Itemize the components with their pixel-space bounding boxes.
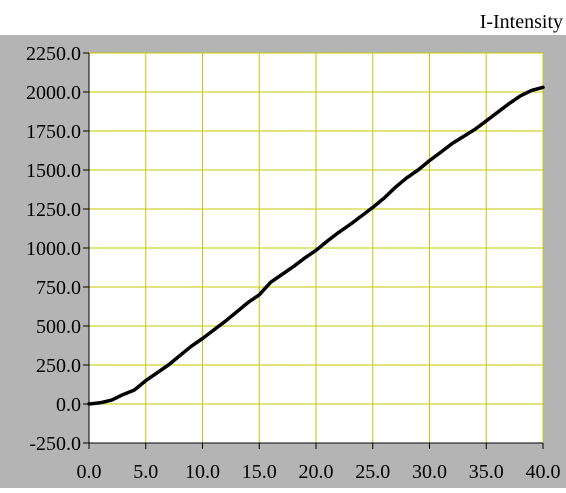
data-point [314, 249, 318, 252]
data-point [178, 354, 181, 357]
data-point [87, 402, 91, 406]
y-tick-label: 1500.0 [26, 160, 81, 182]
data-point [280, 273, 284, 276]
data-point [155, 371, 159, 374]
y-tick-label: 1000.0 [26, 238, 81, 260]
x-tick-label: 30.0 [412, 461, 447, 483]
data-point [212, 328, 216, 332]
series-layer [87, 85, 545, 406]
x-tick-label: 5.0 [133, 461, 158, 483]
data-point [110, 398, 113, 402]
data-point [371, 206, 374, 209]
data-point [303, 256, 306, 260]
data-point [201, 337, 204, 340]
x-tick-label: 10.0 [185, 461, 220, 483]
data-point [519, 94, 522, 98]
data-point [382, 196, 386, 200]
data-point [507, 102, 511, 105]
data-point [337, 231, 340, 234]
axes: 0.0 5.0 10.0 15.0 20.0 25.0 30.0 35.0 40.0 -250.0… [26, 43, 561, 483]
data-point [541, 86, 545, 89]
x-tick-label: 15.0 [242, 461, 277, 483]
data-point [269, 281, 272, 284]
x-tick-label: 25.0 [355, 461, 390, 483]
data-point [416, 168, 420, 172]
y-tick-label: 2250.0 [26, 43, 81, 65]
data-point [428, 159, 431, 162]
data-point [405, 176, 408, 179]
data-point [292, 265, 295, 268]
y-tick-label: -250.0 [29, 433, 81, 455]
data-point [530, 89, 533, 92]
data-point [133, 388, 136, 392]
x-tick-label: 0.0 [77, 461, 102, 483]
y-tick-label: 1250.0 [26, 199, 81, 221]
data-point [394, 185, 397, 189]
data-point [121, 393, 125, 396]
data-point [99, 401, 102, 404]
x-tick-label: 35.0 [469, 461, 504, 483]
data-point [144, 379, 147, 382]
data-point [496, 111, 499, 114]
data-point [258, 293, 261, 296]
data-point [439, 150, 443, 154]
x-tick-label: 40.0 [526, 461, 561, 483]
data-point [473, 128, 477, 131]
data-point [189, 345, 193, 348]
data-point [451, 142, 454, 145]
data-point [462, 135, 465, 138]
data-point [348, 223, 352, 226]
y-tick-label: 750.0 [36, 277, 81, 299]
y-tick-label: 500.0 [36, 316, 81, 338]
x-tick-label: 20.0 [299, 461, 334, 483]
data-point [360, 214, 363, 218]
y-tick-label: 250.0 [36, 355, 81, 377]
y-tick-label: 2000.0 [26, 82, 81, 104]
data-point [246, 301, 250, 304]
y-tick-label: 0.0 [56, 394, 81, 416]
data-point [167, 363, 170, 367]
chart-title: I-Intensity [480, 11, 563, 33]
data-point [224, 320, 227, 323]
y-tick-label: 1750.0 [26, 121, 81, 143]
grid [88, 52, 544, 444]
data-point [235, 310, 238, 314]
data-point [326, 239, 329, 243]
data-point [485, 119, 488, 123]
